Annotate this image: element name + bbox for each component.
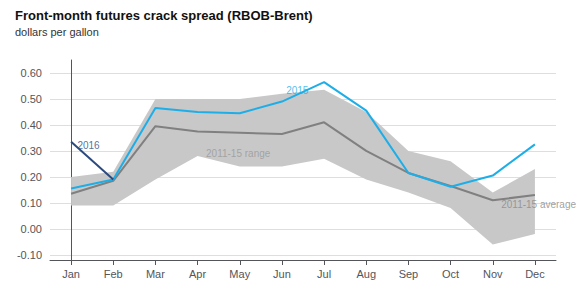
svg-text:Front-month futures crack spre: Front-month futures crack spread (RBOB-B… xyxy=(15,8,313,23)
svg-text:-0.10: -0.10 xyxy=(17,249,42,261)
svg-text:Sep: Sep xyxy=(399,268,419,280)
svg-text:0.40: 0.40 xyxy=(21,119,42,131)
svg-text:Mar: Mar xyxy=(146,268,165,280)
svg-text:Apr: Apr xyxy=(189,268,206,280)
svg-text:0.00: 0.00 xyxy=(21,223,42,235)
svg-text:2015: 2015 xyxy=(286,85,309,96)
svg-text:Jun: Jun xyxy=(273,268,291,280)
svg-text:Oct: Oct xyxy=(442,268,459,280)
svg-text:May: May xyxy=(229,268,250,280)
svg-text:0.30: 0.30 xyxy=(21,145,42,157)
svg-text:2016: 2016 xyxy=(77,140,100,151)
svg-text:Dec: Dec xyxy=(525,268,545,280)
svg-text:Nov: Nov xyxy=(483,268,503,280)
svg-text:dollars per gallon: dollars per gallon xyxy=(15,26,99,38)
svg-text:0.50: 0.50 xyxy=(21,93,42,105)
svg-text:2011-15 range: 2011-15 range xyxy=(206,148,271,159)
svg-text:0.10: 0.10 xyxy=(21,197,42,209)
svg-text:0.20: 0.20 xyxy=(21,171,42,183)
svg-text:Feb: Feb xyxy=(104,268,123,280)
svg-text:Jul: Jul xyxy=(317,268,331,280)
svg-text:2011-15 average: 2011-15 average xyxy=(501,199,576,210)
svg-text:Jan: Jan xyxy=(62,268,80,280)
svg-text:0.60: 0.60 xyxy=(21,67,42,79)
svg-text:Aug: Aug xyxy=(356,268,376,280)
